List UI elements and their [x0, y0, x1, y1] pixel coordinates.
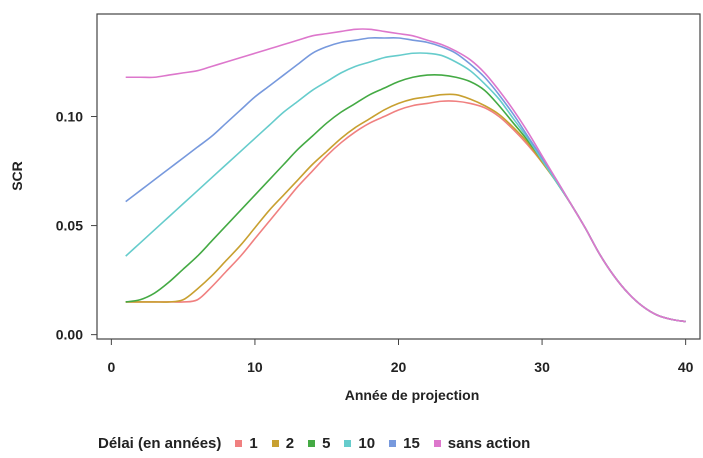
series-layer	[125, 28, 686, 323]
legend-label: 5	[322, 435, 331, 452]
legend-label: 1	[249, 435, 258, 452]
line-chart: 0 10 20 30 40 0.00 0.05 0.10 Année de projectio…	[9, 13, 701, 403]
y-tick-label: 0.10	[56, 109, 83, 125]
legend-swatch	[308, 440, 316, 447]
ticks-layer: 0 10 20 30 40 0.00 0.05 0.10	[56, 109, 694, 375]
legend-label: 15	[403, 435, 420, 452]
legend-swatch	[271, 440, 279, 447]
legend-swatch	[235, 440, 243, 447]
legend-title: Délai (en années)	[98, 435, 222, 452]
y-tick-label: 0.00	[56, 327, 83, 343]
x-tick-label: 0	[107, 359, 115, 375]
y-tick-label: 0.05	[56, 218, 83, 234]
legend-label: 2	[285, 435, 295, 452]
legend-item: 10	[344, 435, 375, 452]
legend-items: 1 2 5 10 15 sans action	[235, 435, 544, 452]
x-tick-label: 10	[247, 359, 263, 375]
x-axis-label: Année de projection	[345, 387, 480, 403]
series-line-1	[125, 100, 686, 323]
legend-label: 10	[358, 435, 376, 452]
legend-swatch	[344, 440, 352, 447]
x-tick-label: 40	[678, 359, 694, 375]
legend-label: sans action	[447, 435, 531, 452]
x-tick-label: 30	[534, 359, 550, 375]
legend-item: sans action	[433, 435, 531, 452]
x-tick-label: 20	[391, 359, 407, 375]
legend-item: 2	[271, 435, 295, 452]
legend: Délai (en années) 1 2 5 10 15 sans action	[98, 435, 544, 452]
y-axis-label: SCR	[9, 161, 25, 191]
plot-frame	[96, 13, 701, 340]
legend-item: 15	[389, 435, 420, 452]
legend-item: 1	[235, 435, 258, 452]
series-line-3	[125, 74, 686, 323]
series-line-2	[125, 93, 686, 323]
legend-swatch	[389, 440, 397, 447]
series-line-6	[125, 28, 686, 323]
legend-item: 5	[308, 435, 330, 452]
series-line-4	[125, 52, 686, 323]
legend-swatch	[433, 440, 441, 447]
